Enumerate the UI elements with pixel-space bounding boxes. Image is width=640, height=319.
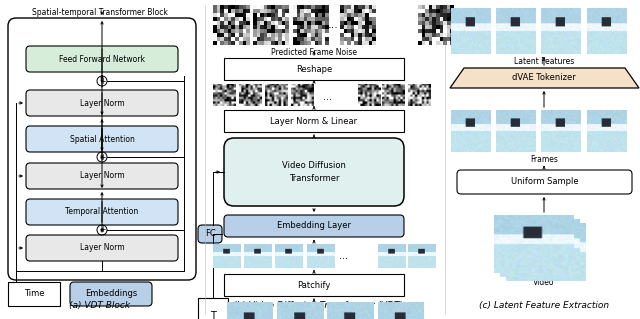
Text: +: + xyxy=(99,152,105,161)
Text: +: + xyxy=(99,77,105,85)
FancyBboxPatch shape xyxy=(224,138,404,206)
Text: Embedding Layer: Embedding Layer xyxy=(277,221,351,231)
Text: Layer Norm: Layer Norm xyxy=(80,172,124,181)
Text: Video: Video xyxy=(533,278,555,287)
Text: Latent Features: Latent Features xyxy=(514,57,574,66)
Text: dVAE Tokenizer: dVAE Tokenizer xyxy=(512,73,576,83)
FancyBboxPatch shape xyxy=(457,170,632,194)
Text: T: T xyxy=(210,311,216,319)
Text: FC: FC xyxy=(205,229,216,239)
Text: Layer Norm & Linear: Layer Norm & Linear xyxy=(271,116,358,125)
FancyBboxPatch shape xyxy=(26,235,178,261)
Text: Reshape: Reshape xyxy=(296,64,332,73)
FancyBboxPatch shape xyxy=(26,90,178,116)
Text: Embeddings: Embeddings xyxy=(85,290,137,299)
Text: ...: ... xyxy=(328,20,339,30)
FancyBboxPatch shape xyxy=(198,225,222,243)
Text: Temporal Attention: Temporal Attention xyxy=(65,207,139,217)
Text: Time: Time xyxy=(24,290,44,299)
FancyBboxPatch shape xyxy=(26,199,178,225)
Text: Spatial-temporal Transformer Block: Spatial-temporal Transformer Block xyxy=(32,8,168,17)
Text: ...: ... xyxy=(323,92,333,102)
Bar xyxy=(224,110,404,132)
Bar xyxy=(198,298,228,319)
Bar xyxy=(8,282,60,306)
Text: Video Diffusion
Transformer: Video Diffusion Transformer xyxy=(282,161,346,183)
FancyBboxPatch shape xyxy=(8,18,196,280)
Text: (a) VDT Block: (a) VDT Block xyxy=(69,301,131,310)
Text: Layer Norm: Layer Norm xyxy=(80,99,124,108)
Text: ...: ... xyxy=(339,251,349,261)
FancyBboxPatch shape xyxy=(224,215,404,237)
Text: Feed Forward Network: Feed Forward Network xyxy=(59,55,145,63)
Text: Uniform Sample: Uniform Sample xyxy=(511,177,579,187)
Text: Predicted Frame Noise: Predicted Frame Noise xyxy=(271,48,357,57)
Text: (c) Latent Feature Extraction: (c) Latent Feature Extraction xyxy=(479,301,609,310)
Bar xyxy=(224,58,404,80)
Polygon shape xyxy=(450,68,639,88)
Text: Patchify: Patchify xyxy=(298,280,331,290)
FancyBboxPatch shape xyxy=(26,163,178,189)
Text: Frames: Frames xyxy=(530,155,558,164)
Bar xyxy=(224,274,404,296)
Text: Spatial Attention: Spatial Attention xyxy=(70,135,134,144)
FancyBboxPatch shape xyxy=(70,282,152,306)
Text: +: + xyxy=(99,226,105,234)
FancyBboxPatch shape xyxy=(26,126,178,152)
Text: (b) Video Diffusion Transformer (VDT): (b) Video Diffusion Transformer (VDT) xyxy=(233,301,403,310)
Text: Layer Norm: Layer Norm xyxy=(80,243,124,253)
FancyBboxPatch shape xyxy=(26,46,178,72)
